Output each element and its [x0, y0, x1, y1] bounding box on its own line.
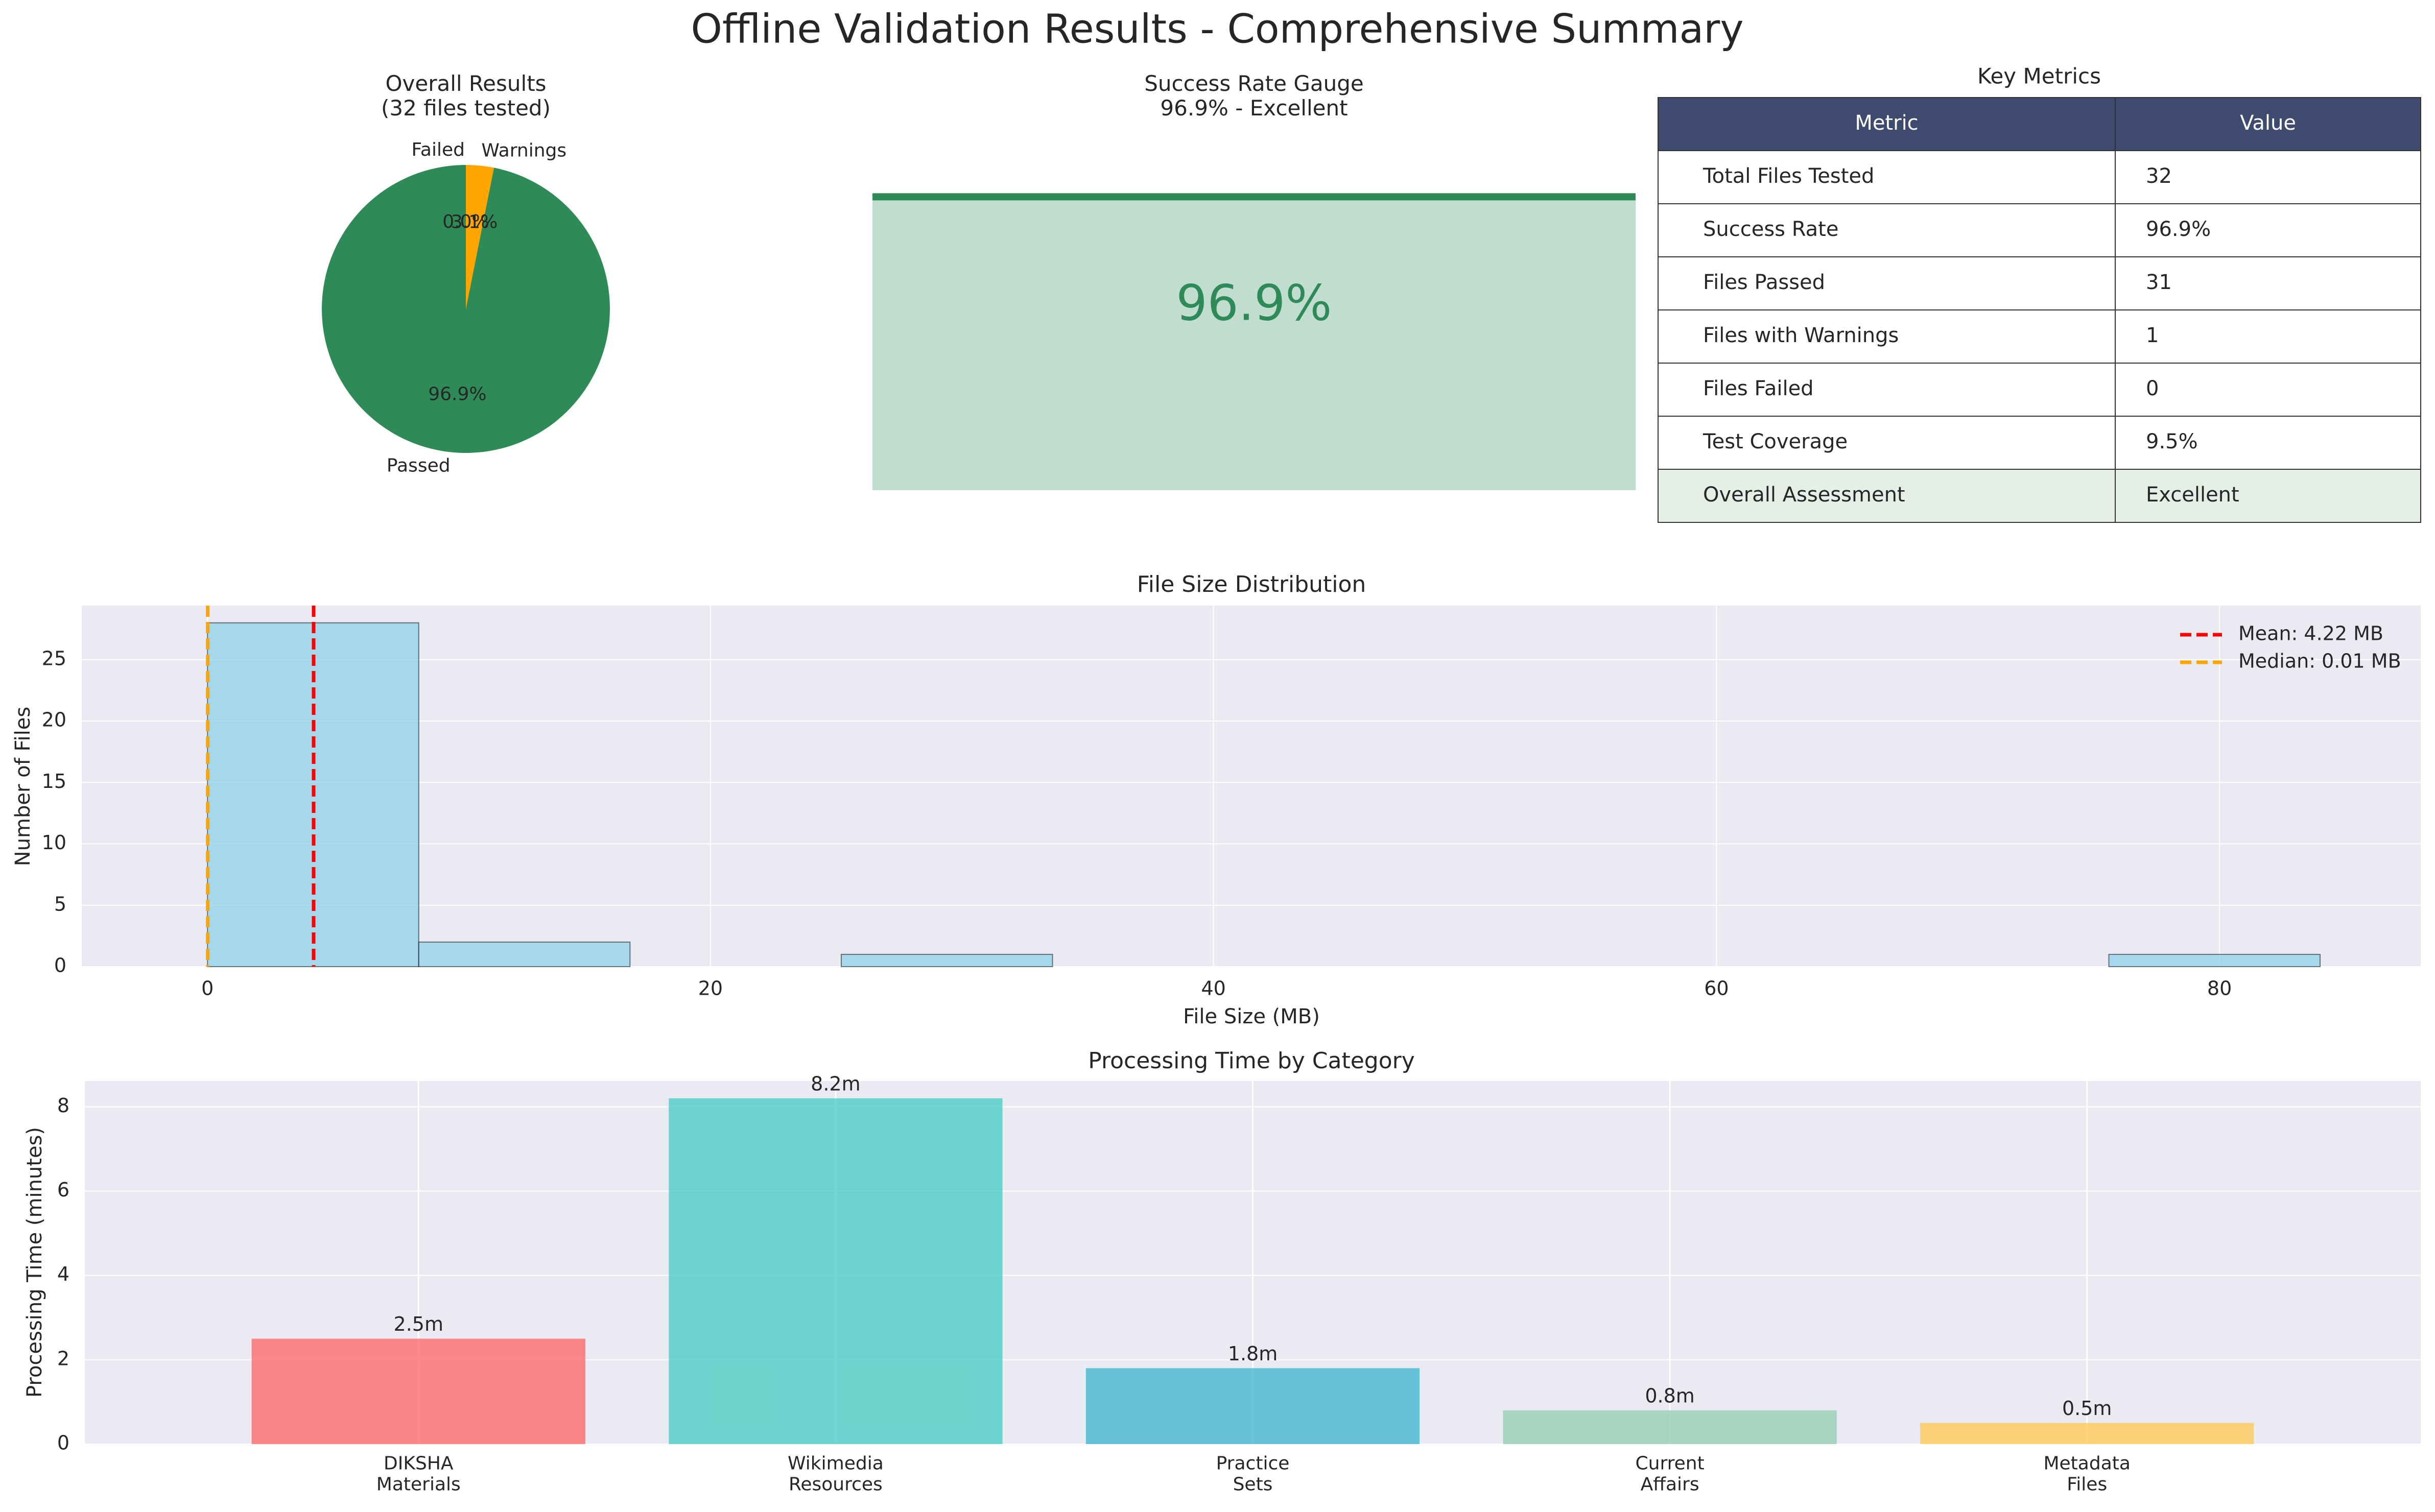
table-row-metric: Files with Warnings [1703, 324, 1899, 347]
table-header-metric: Metric [1855, 111, 1918, 135]
bar-category-label: Practice Sets [1216, 1453, 1290, 1495]
table-row-value: 32 [2146, 164, 2172, 188]
pie-pct-passed: 96.9% [428, 383, 486, 404]
histogram-ytick-label: 20 [42, 709, 66, 731]
histogram-ytick-label: 15 [42, 770, 66, 793]
table-cell-metric [1658, 469, 2116, 523]
table-cell-metric [1658, 150, 2116, 204]
histogram-ytick-label: 5 [54, 893, 66, 915]
pie-label-failed: Failed [412, 139, 465, 160]
bar-value-label: 1.8m [1228, 1342, 1278, 1365]
histogram-xtick-label: 60 [1704, 977, 1729, 1000]
bar-ytick-label: 8 [57, 1094, 69, 1117]
histogram-bar [2108, 953, 2321, 968]
table-cell-metric [1658, 256, 2116, 310]
table-row-value: Excellent [2146, 483, 2239, 507]
bar [1085, 1368, 1420, 1444]
table-cell-metric [1658, 363, 2116, 417]
bar-value-label: 0.5m [2062, 1397, 2112, 1420]
table-title: Key Metrics [1977, 64, 2101, 89]
bar-category-label: DIKSHA Materials [376, 1453, 461, 1495]
bar-category-label: Metadata Files [2043, 1453, 2130, 1495]
table-row-value: 9.5% [2146, 430, 2198, 453]
histogram-ytick-label: 10 [42, 831, 66, 854]
histogram-xtick-label: 40 [1201, 977, 1225, 1000]
bar-category-label: Current Affairs [1635, 1453, 1704, 1495]
table-row-metric: Files Failed [1703, 377, 1814, 400]
histogram-title: File Size Distribution [1137, 571, 1366, 597]
bar [1920, 1423, 2254, 1444]
histogram-ytick-label: 25 [42, 647, 66, 669]
table-cell-value [2115, 416, 2421, 470]
histogram-ytick-label: 0 [54, 954, 66, 977]
table-row-metric: Test Coverage [1703, 430, 1848, 453]
bar [1503, 1410, 1837, 1444]
histogram-xlabel: File Size (MB) [1183, 1005, 1320, 1028]
histogram-xtick-label: 0 [201, 977, 214, 1000]
legend-mean-label: Mean: 4.22 MB [2238, 622, 2383, 645]
table-row-metric: Total Files Tested [1703, 164, 1874, 188]
histogram-ylabel: Number of Files [11, 707, 35, 866]
bar-ylabel: Processing Time (minutes) [23, 1127, 46, 1398]
pie-pct-failed: 0.0% [442, 211, 489, 232]
bar [251, 1338, 585, 1444]
table-row-value: 31 [2146, 271, 2172, 294]
table-cell-value [2115, 203, 2421, 257]
pie-label-passed: Passed [387, 455, 451, 476]
page-title: Offline Validation Results - Comprehensi… [691, 6, 1743, 52]
table-header-value: Value [2240, 111, 2296, 135]
table-row-metric: Overall Assessment [1703, 483, 1905, 507]
table-cell-value [2115, 363, 2421, 417]
bar-ytick-label: 4 [57, 1263, 69, 1285]
pie-slice-passed [321, 165, 610, 453]
bar [669, 1098, 1003, 1444]
table-row-metric: Files Passed [1703, 271, 1825, 294]
legend-median-label: Median: 0.01 MB [2238, 650, 2401, 673]
pie-label-warnings: Warnings [481, 140, 566, 161]
gauge-level-line [872, 193, 1636, 201]
table-cell-metric [1658, 309, 2116, 364]
table-cell-value [2115, 309, 2421, 364]
bar-chart-title: Processing Time by Category [1088, 1048, 1415, 1074]
bar-value-label: 0.8m [1645, 1384, 1694, 1407]
table-cell-value [2115, 469, 2421, 523]
table-cell-metric [1658, 416, 2116, 470]
histogram-plot-area [82, 606, 2421, 967]
table-row-value: 1 [2146, 324, 2159, 347]
table-header-bg [1658, 97, 2421, 151]
bar-ytick-label: 2 [57, 1347, 69, 1370]
histogram-xtick-label: 80 [2207, 977, 2232, 1000]
table-cell-value [2115, 256, 2421, 310]
histogram-bar [840, 953, 1053, 968]
bar-category-label: Wikimedia Resources [788, 1453, 884, 1495]
gauge-value: 96.9% [1176, 274, 1332, 331]
bar-ytick-label: 0 [57, 1432, 69, 1454]
pie-title: Overall Results (32 files tested) [381, 70, 551, 120]
pie-slice-warnings [466, 165, 494, 309]
bar-value-label: 2.5m [394, 1313, 443, 1335]
histogram-xtick-label: 20 [698, 977, 723, 1000]
gauge-title: Success Rate Gauge 96.9% - Excellent [1144, 70, 1363, 120]
gauge-fill [872, 196, 1636, 490]
table-row-metric: Success Rate [1703, 218, 1838, 241]
bar-value-label: 8.2m [811, 1072, 860, 1095]
table-row-value: 0 [2146, 377, 2159, 400]
histogram-bar [418, 941, 631, 968]
table-row-value: 96.9% [2146, 218, 2211, 241]
bar-ytick-label: 6 [57, 1179, 69, 1201]
pie-pct-warnings: 3.1% [451, 212, 498, 233]
